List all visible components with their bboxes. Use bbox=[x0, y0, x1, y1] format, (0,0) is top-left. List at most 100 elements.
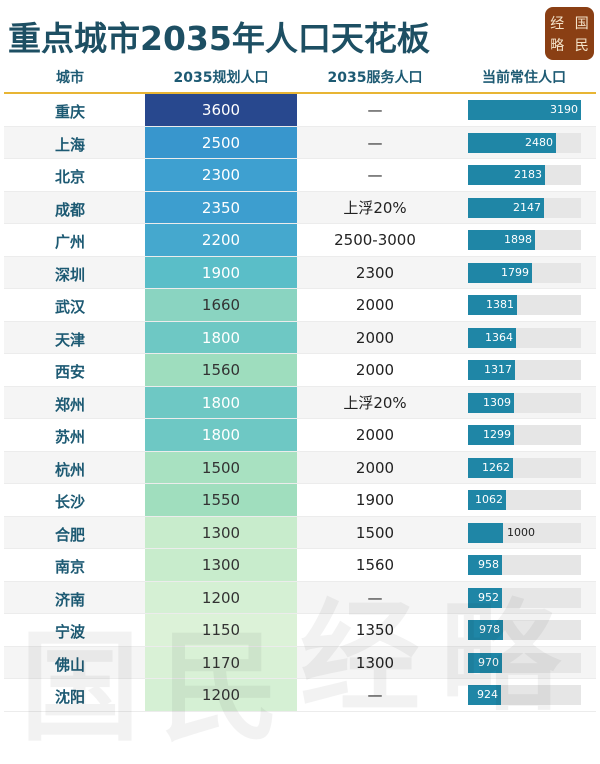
current-population-value: 1262 bbox=[482, 460, 510, 474]
service-population-cell: — bbox=[367, 588, 383, 607]
planned-population-cell: 1550 bbox=[145, 484, 297, 516]
current-population-bar bbox=[468, 165, 545, 185]
planned-population-cell: 1200 bbox=[145, 581, 297, 613]
city-name: 武汉 bbox=[54, 298, 86, 316]
current-population-value: 3190 bbox=[550, 103, 578, 116]
table-row: 长沙 1550 1900 1062 bbox=[4, 484, 596, 517]
city-name: 广州 bbox=[54, 233, 86, 251]
city-name: 杭州 bbox=[54, 460, 86, 479]
planned-population-cell: 1800 bbox=[145, 321, 297, 353]
table-body: 重庆 3600 — 3190 上海 2500 — 2480 北京 2300 — 2183 成都 2350 上… bbox=[4, 94, 596, 712]
table-row: 西安 1560 2000 1317 bbox=[4, 354, 596, 387]
table-row: 天津 1800 2000 1364 bbox=[4, 321, 596, 354]
city-name: 深圳 bbox=[54, 265, 86, 284]
current-population-value: 1000 bbox=[507, 525, 535, 539]
current-population-bar-track: 924 bbox=[468, 685, 581, 705]
current-population-bar-track: 1381 bbox=[468, 295, 581, 315]
city-name: 郑州 bbox=[54, 395, 86, 414]
current-population-bar-track: 970 bbox=[468, 652, 581, 673]
city-name: 苏州 bbox=[54, 428, 86, 446]
city-name: 宁波 bbox=[54, 623, 86, 641]
table-row: 广州 2200 2500-3000 1898 bbox=[4, 224, 596, 257]
current-population-bar bbox=[468, 327, 516, 348]
service-population-cell: 1500 bbox=[355, 523, 395, 542]
planned-population-cell: 1560 bbox=[145, 354, 297, 386]
table-row: 重庆 3600 — 3190 bbox=[4, 94, 596, 127]
current-population-bar bbox=[468, 620, 503, 640]
column-header-service: 2035服务人口 bbox=[327, 70, 423, 86]
current-population-bar-track: 1898 bbox=[468, 230, 581, 250]
service-population-cell: — bbox=[367, 133, 383, 152]
city-name: 长沙 bbox=[54, 493, 86, 511]
city-name: 北京 bbox=[54, 168, 86, 186]
page-title: 重点城市2035年人口天花板 bbox=[8, 19, 430, 58]
current-population-bar bbox=[468, 392, 514, 413]
current-population-bar-track: 1364 bbox=[468, 327, 581, 348]
planned-population-cell: 1150 bbox=[145, 614, 297, 646]
current-population-bar bbox=[468, 457, 513, 478]
current-population-bar-track: 958 bbox=[468, 555, 581, 575]
planned-population-cell: 1300 bbox=[145, 516, 297, 548]
logo-char: 略 bbox=[550, 37, 565, 54]
table-row: 上海 2500 — 2480 bbox=[4, 126, 596, 159]
planned-population-cell: 3600 bbox=[145, 94, 297, 126]
planned-population-cell: 1200 bbox=[145, 679, 297, 711]
current-population-bar-track: 1062 bbox=[468, 490, 581, 510]
current-population-value: 952 bbox=[478, 590, 499, 604]
current-population-bar-track: 2480 bbox=[468, 132, 581, 153]
current-population-bar-track: 952 bbox=[468, 587, 581, 608]
city-name: 重庆 bbox=[54, 103, 86, 121]
current-population-bar-track: 2183 bbox=[468, 165, 581, 185]
current-population-value: 1309 bbox=[483, 395, 511, 409]
service-population-cell: — bbox=[367, 166, 383, 184]
service-population-cell: 2000 bbox=[355, 361, 395, 379]
table-row: 佛山 1170 1300 970 bbox=[4, 646, 596, 679]
table-row: 北京 2300 — 2183 bbox=[4, 159, 596, 192]
current-population-bar-track: 2147 bbox=[468, 197, 581, 218]
service-population-cell: 2300 bbox=[355, 263, 395, 282]
service-population-cell: 2500-3000 bbox=[334, 231, 416, 249]
service-population-cell: 1560 bbox=[355, 556, 395, 574]
current-population-value: 1299 bbox=[483, 428, 511, 441]
logo-char: 民 bbox=[574, 37, 589, 54]
current-population-value: 958 bbox=[478, 558, 499, 571]
planned-population-cell: 1660 bbox=[145, 289, 297, 321]
current-population-value: 1317 bbox=[484, 363, 512, 376]
current-population-value: 2480 bbox=[525, 135, 553, 149]
planned-population-cell: 1900 bbox=[145, 256, 297, 288]
current-population-bar bbox=[468, 587, 502, 608]
current-population-bar bbox=[468, 197, 544, 218]
service-population-cell: 2000 bbox=[355, 458, 395, 477]
current-population-value: 970 bbox=[478, 655, 499, 669]
planned-population-cell: 2300 bbox=[145, 159, 297, 191]
current-population-bar-track: 1299 bbox=[468, 425, 581, 445]
planned-population-cell: 1800 bbox=[145, 386, 297, 418]
planned-population-cell: 2200 bbox=[145, 224, 297, 256]
service-population-cell: 上浮20% bbox=[343, 198, 407, 217]
table-row: 杭州 1500 2000 1262 bbox=[4, 451, 596, 484]
table-row: 南京 1300 1560 958 bbox=[4, 549, 596, 582]
current-population-bar-track: 1317 bbox=[468, 360, 581, 380]
current-population-value: 1381 bbox=[486, 298, 514, 311]
service-population-cell: — bbox=[367, 686, 383, 704]
current-population-bar bbox=[468, 295, 517, 315]
city-name: 西安 bbox=[54, 363, 86, 381]
current-population-bar bbox=[468, 132, 556, 153]
current-population-bar bbox=[468, 652, 502, 673]
current-population-bar-track: 1309 bbox=[468, 392, 581, 413]
table-row: 武汉 1660 2000 1381 bbox=[4, 289, 596, 322]
city-name: 济南 bbox=[54, 590, 86, 609]
table-row: 深圳 1900 2300 1799 bbox=[4, 256, 596, 289]
service-population-cell: 2000 bbox=[355, 328, 395, 347]
column-header-plan: 2035规划人口 bbox=[173, 70, 269, 86]
planned-population-cell: 1300 bbox=[145, 549, 297, 581]
logo-char: 国 bbox=[574, 15, 589, 32]
current-population-value: 978 bbox=[479, 623, 500, 636]
current-population-value: 1062 bbox=[475, 493, 503, 506]
column-header-current: 当前常住人口 bbox=[482, 70, 566, 86]
current-population-value: 2147 bbox=[513, 200, 541, 214]
column-header-city: 城市 bbox=[56, 70, 84, 86]
current-population-bar bbox=[468, 490, 506, 510]
table-row: 合肥 1300 1500 1000 bbox=[4, 516, 596, 549]
table-row: 郑州 1800 上浮20% 1309 bbox=[4, 386, 596, 419]
